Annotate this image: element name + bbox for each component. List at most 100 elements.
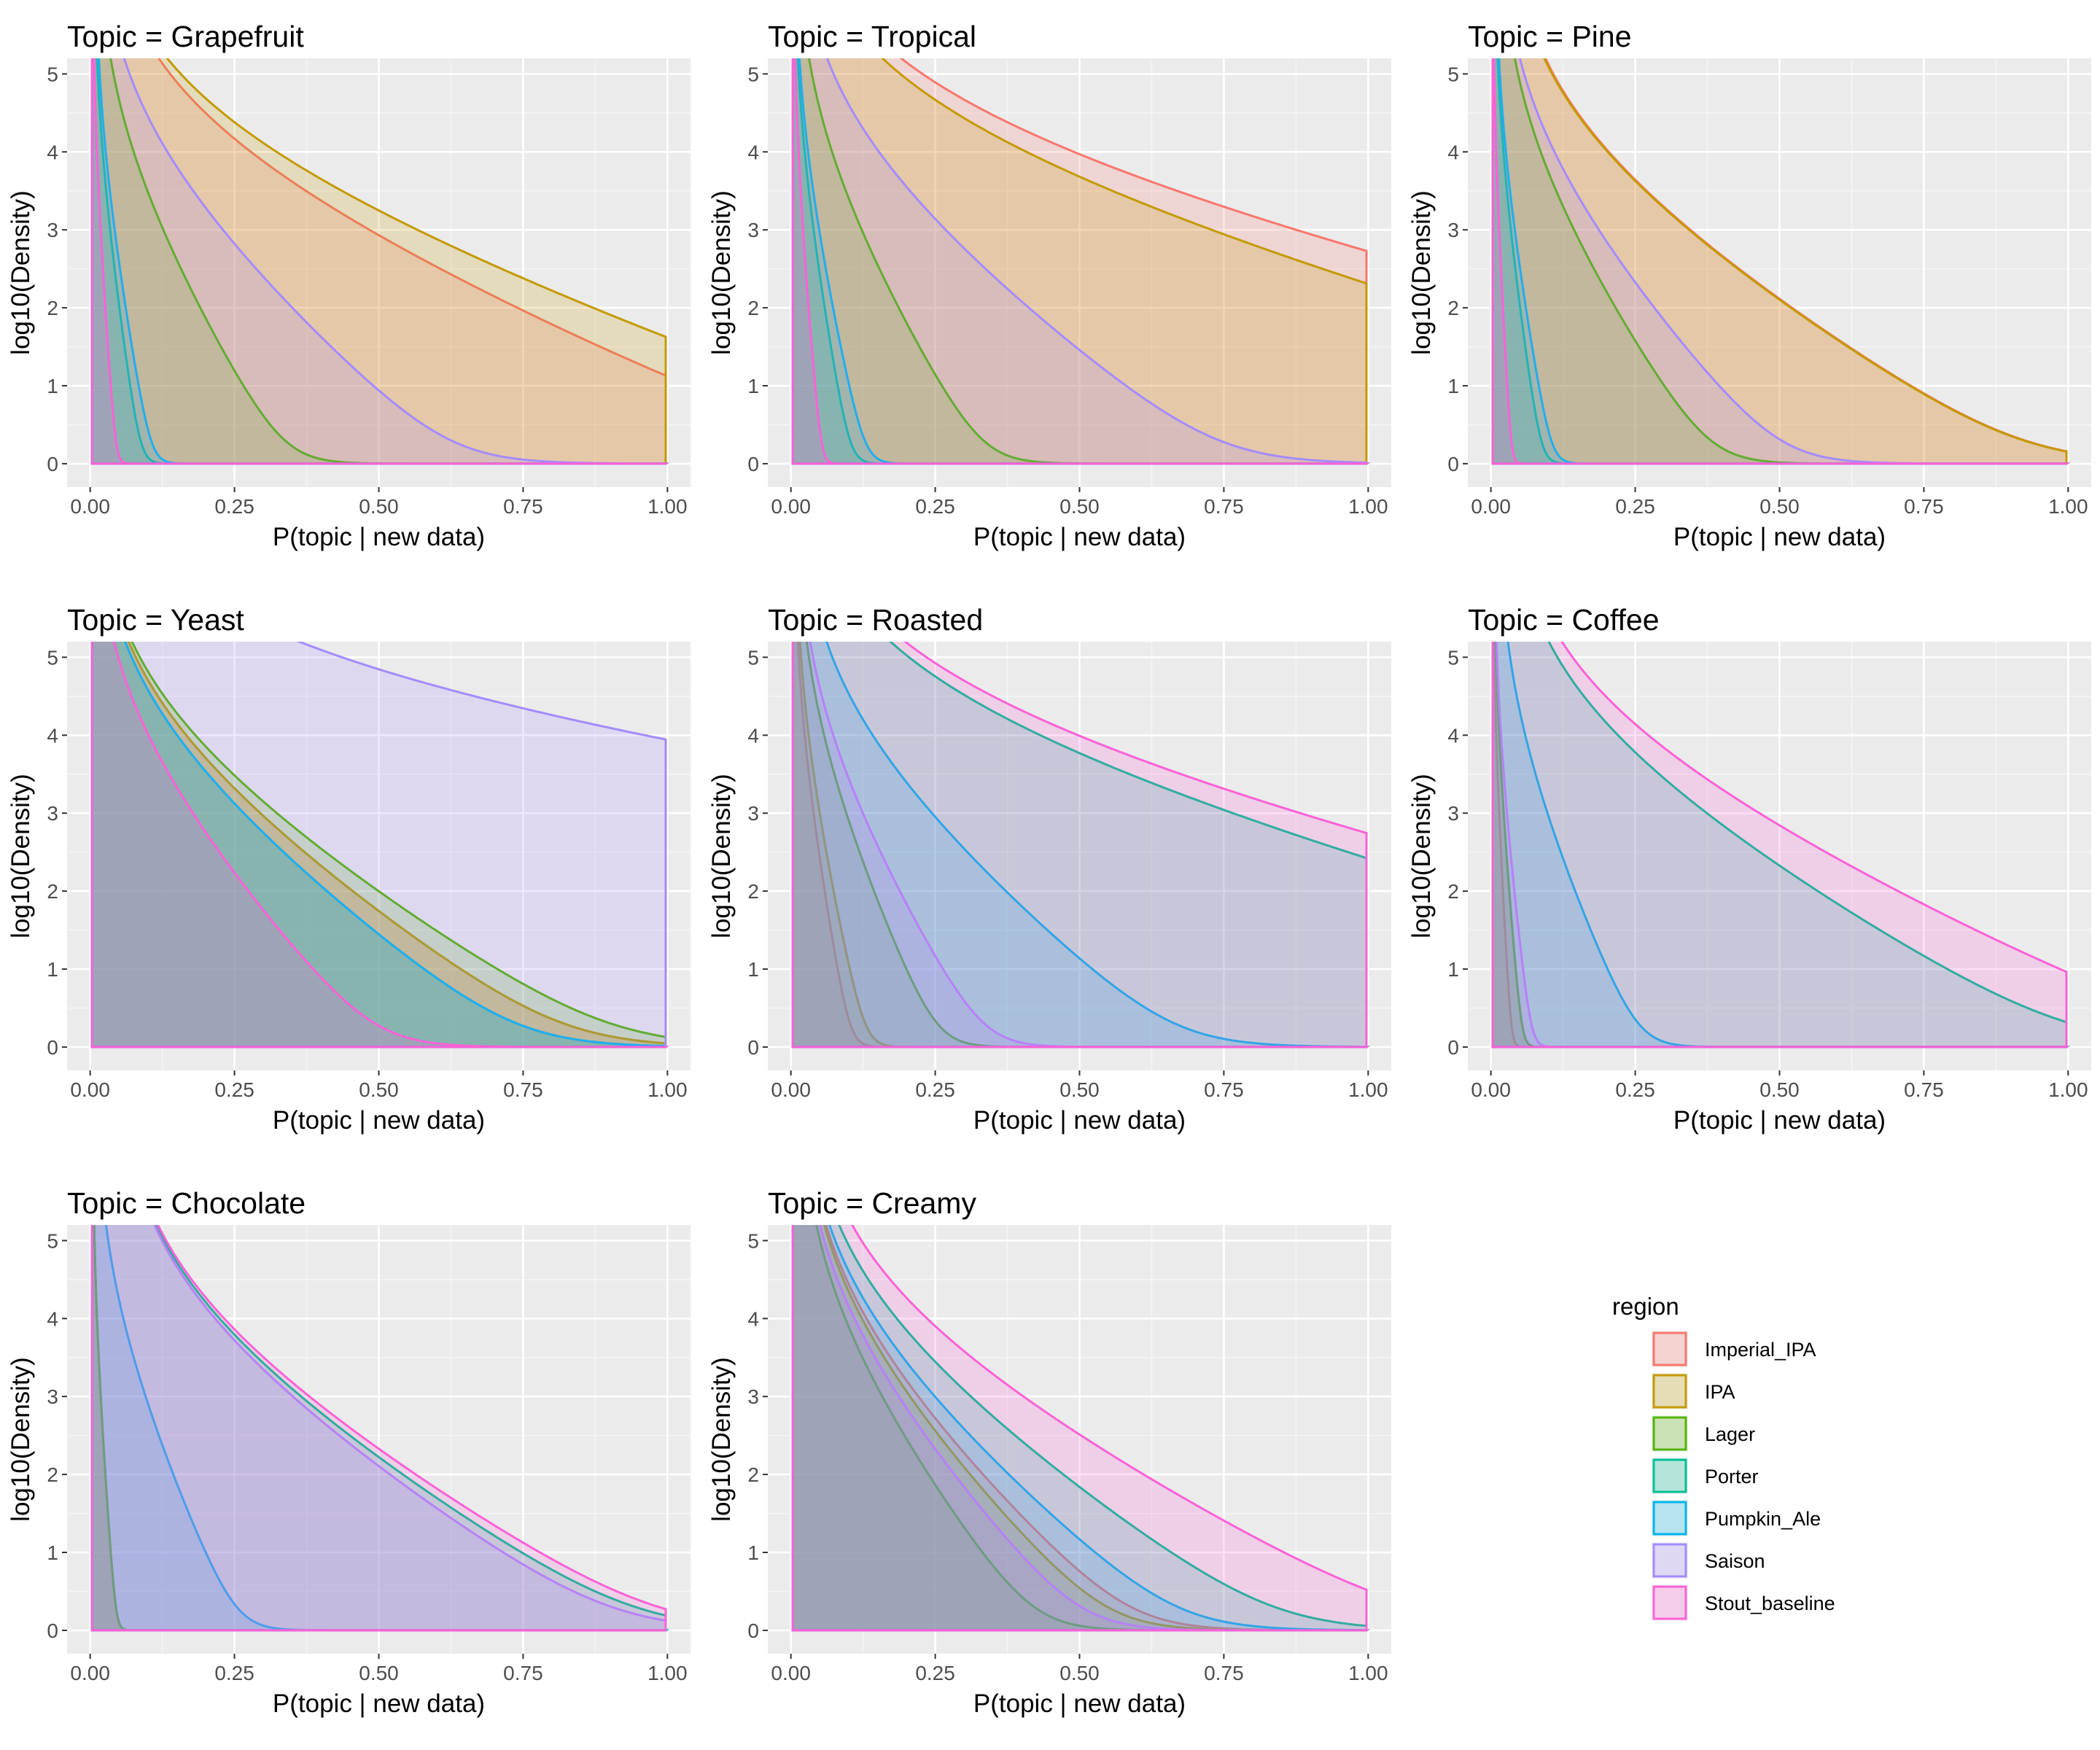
legend-swatch	[1652, 1585, 1687, 1620]
legend-title: region	[1612, 1293, 1679, 1320]
legend-key-background	[1652, 1458, 1688, 1494]
y-tick-label: 5	[747, 1229, 759, 1252]
y-tick-label: 5	[747, 646, 759, 669]
y-tick-label: 3	[747, 1385, 759, 1408]
density-area-pumpkin-ale	[791, 1225, 1368, 1632]
y-tick-label: 3	[747, 219, 759, 241]
legend-item: Saison	[1652, 1542, 1765, 1579]
density-area-pumpkin-ale	[791, 642, 1368, 1049]
x-tick-label: 0.50	[1059, 1662, 1100, 1684]
y-tick-label: 2	[747, 297, 759, 319]
x-tick-label: 1.00	[1348, 495, 1388, 518]
density-area-imperial-ipa	[791, 58, 1368, 465]
y-tick-label: 1	[747, 958, 759, 981]
x-tick-label: 0.25	[1615, 1078, 1655, 1101]
y-tick-label: 0	[1447, 453, 1459, 475]
y-axis-title: log10(Density)	[707, 1357, 736, 1522]
legend-item: Stout_baseline	[1652, 1584, 1835, 1621]
legend-swatch	[1652, 1543, 1687, 1578]
x-axis-title: P(topic | new data)	[973, 523, 1186, 551]
x-axis-title: P(topic | new data)	[1673, 1106, 1886, 1135]
y-tick-label: 1	[47, 958, 58, 981]
facet-panel: Topic = Chocolate 0 1 2 3 4 5 0.00 0.25 0.50 0.75 1…	[7, 1186, 691, 1718]
y-tick-label: 2	[47, 297, 58, 319]
legend-swatch	[1652, 1458, 1687, 1493]
x-tick-label: 0.75	[1204, 1662, 1244, 1684]
y-tick-label: 4	[1447, 724, 1459, 747]
x-tick-label: 1.00	[648, 1662, 688, 1684]
x-tick-label: 0.00	[771, 1078, 811, 1101]
panel-title: Topic = Coffee	[1468, 603, 1660, 637]
y-axis-title: log10(Density)	[707, 190, 736, 355]
density-area-stout-baseline	[791, 1225, 1368, 1632]
panel-title: Topic = Chocolate	[67, 1186, 306, 1220]
density-area-porter	[791, 1225, 1368, 1632]
legend-label: Stout_baseline	[1705, 1592, 1835, 1614]
density-area-imperial-ipa	[90, 58, 667, 465]
x-tick-label: 0.25	[915, 1078, 955, 1101]
y-tick-label: 0	[747, 1619, 759, 1642]
density-area-porter	[791, 642, 1368, 1049]
density-area-stout-baseline	[90, 642, 669, 1049]
x-tick-label: 1.00	[648, 1078, 688, 1101]
legend-item: Pumpkin_Ale	[1652, 1500, 1821, 1536]
legend-label: Lager	[1705, 1423, 1755, 1445]
panel-title: Topic = Pine	[1468, 20, 1632, 53]
y-tick-label: 4	[47, 1307, 58, 1330]
x-tick-label: 0.00	[70, 1662, 110, 1684]
density-area-ipa	[90, 642, 667, 1049]
x-tick-label: 0.00	[70, 495, 110, 518]
x-tick-label: 1.00	[1348, 1078, 1388, 1101]
x-tick-label: 1.00	[2048, 495, 2088, 518]
legend-label: Imperial_IPA	[1705, 1339, 1816, 1361]
legend-key-background	[1652, 1584, 1688, 1621]
x-tick-label: 1.00	[1348, 1662, 1388, 1684]
y-tick-label: 0	[47, 453, 58, 475]
y-tick-label: 5	[747, 63, 759, 85]
x-tick-label: 0.25	[214, 495, 254, 518]
density-area-lager	[90, 642, 667, 1049]
panel-title: Topic = Tropical	[768, 20, 976, 53]
legend-item: Porter	[1652, 1458, 1759, 1494]
y-tick-label: 2	[1447, 880, 1459, 903]
y-tick-label: 4	[747, 1307, 759, 1330]
x-tick-label: 0.50	[359, 1662, 399, 1684]
x-tick-label: 0.50	[1059, 1078, 1100, 1101]
y-tick-label: 2	[747, 880, 759, 903]
y-tick-label: 1	[747, 375, 759, 397]
y-tick-label: 3	[747, 802, 759, 825]
legend-item: IPA	[1652, 1373, 1735, 1409]
x-tick-label: 0.25	[214, 1662, 254, 1684]
x-axis-title: P(topic | new data)	[273, 523, 485, 551]
legend-item: Lager	[1652, 1415, 1755, 1452]
y-tick-label: 3	[47, 1385, 58, 1408]
panel-title: Topic = Roasted	[768, 603, 983, 637]
facet-panel: Topic = Roasted 0 1 2 3 4 5 0.00 0.25 0.50 0.75 1.0…	[707, 603, 1391, 1135]
x-tick-label: 0.50	[359, 1078, 399, 1101]
y-axis-title: log10(Density)	[7, 190, 35, 355]
x-tick-label: 0.25	[1615, 495, 1655, 518]
panel-title: Topic = Creamy	[768, 1186, 976, 1220]
y-tick-label: 5	[1447, 63, 1459, 85]
series-layer	[791, 642, 1370, 1049]
density-area-stout-baseline	[90, 1225, 667, 1632]
facet-panel: Topic = Creamy 0 1 2 3 4 5 0.00 0.25 0.50 0.75 1.00…	[707, 1186, 1391, 1718]
y-tick-label: 4	[47, 141, 58, 163]
density-area-ipa	[90, 58, 667, 465]
series-layer	[90, 642, 669, 1049]
x-tick-label: 0.75	[1204, 1078, 1244, 1101]
y-tick-label: 0	[47, 1619, 58, 1642]
density-area-ipa	[1491, 58, 2068, 465]
legend-swatch	[1652, 1416, 1687, 1451]
legend-item: Imperial_IPA	[1652, 1331, 1816, 1367]
legend-swatch	[1652, 1331, 1687, 1366]
x-tick-label: 0.25	[915, 1662, 955, 1684]
legend-label: Pumpkin_Ale	[1705, 1508, 1821, 1530]
density-area-stout-baseline	[1491, 642, 2068, 1049]
density-area-saison	[90, 58, 668, 465]
y-tick-label: 2	[747, 1463, 759, 1486]
y-tick-label: 3	[1447, 219, 1459, 241]
y-tick-label: 3	[47, 802, 58, 825]
y-tick-label: 1	[747, 1541, 759, 1564]
